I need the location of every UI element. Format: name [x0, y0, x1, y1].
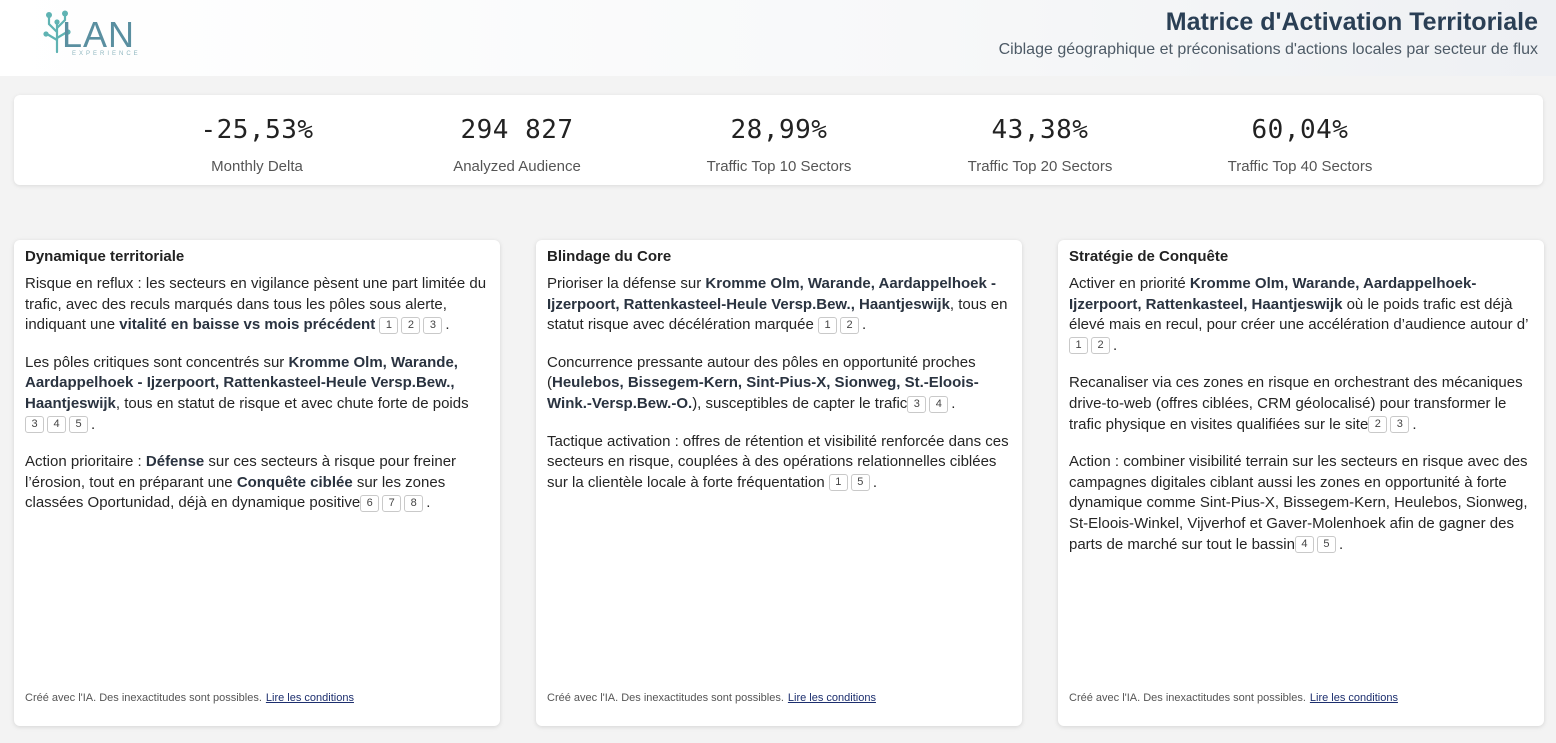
card-title: Blindage du Core: [547, 248, 672, 265]
citation-chip[interactable]: 3: [423, 316, 443, 334]
paragraph-text: Prioriser la défense sur: [547, 275, 706, 292]
paragraph-text: Concurrence pressante autour des pôles e…: [547, 353, 976, 392]
paragraph-text: ), susceptibles de capter le trafic: [692, 394, 908, 412]
citation-chip[interactable]: 4: [1294, 536, 1314, 554]
ai-disclaimer: Créé avec l'IA. Des inexactitudes sont p…: [1069, 692, 1398, 704]
citation-chip[interactable]: 1: [818, 316, 837, 334]
paragraph-text: Les pôles critiques sont concentrés sur: [25, 353, 289, 371]
ai-disclaimer: Créé avec l'IA. Des inexactitudes sont p…: [25, 692, 354, 704]
paragraph-end: .: [91, 415, 96, 433]
kpi-label: Monthly Delta: [211, 158, 303, 175]
highlighted-text: Conquête ciblée: [236, 473, 353, 491]
citation-chip[interactable]: 3: [1390, 416, 1410, 434]
paragraph-end: .: [1412, 415, 1417, 433]
card-blindage-du-core: Blindage du Core Prioriser la défense su…: [536, 240, 1022, 726]
citation-chip[interactable]: 2: [1368, 416, 1388, 434]
card-paragraph: Action : combiner visibilité terrain sur…: [1069, 452, 1533, 555]
card-dynamique-territoriale: Dynamique territoriale Risque en reflux …: [14, 240, 500, 726]
paragraph-end: .: [951, 394, 956, 412]
citation-chip[interactable]: 5: [69, 416, 88, 434]
citation-chip[interactable]: 1: [379, 316, 399, 334]
page-header: LAN EXPERIENCE Matrice d'Activation Terr…: [0, 0, 1556, 76]
paragraph-text: Risque en reflux : les secteurs en vigil…: [25, 275, 487, 334]
ai-disclaimer-text: Créé avec l'IA. Des inexactitudes sont p…: [1069, 692, 1306, 704]
ai-disclaimer: Créé avec l'IA. Des inexactitudes sont p…: [547, 692, 876, 704]
paragraph-text: , tous en statut de risque et avec chute…: [115, 394, 469, 412]
card-paragraph: Action prioritaire : Défense sur ces sec…: [25, 452, 489, 514]
kpi-label: Traffic Top 20 Sectors: [967, 158, 1113, 175]
citation-chip[interactable]: 1: [1069, 337, 1088, 355]
citation-chip[interactable]: 4: [929, 395, 949, 413]
paragraph-end: .: [1113, 336, 1118, 354]
card-strategie-de-conquete: Stratégie de Conquête Activer en priorit…: [1058, 240, 1544, 726]
card-body: Risque en reflux : les secteurs en vigil…: [25, 274, 489, 514]
paragraph-text: Action prioritaire :: [25, 453, 146, 471]
paragraph-end: .: [1338, 535, 1344, 553]
card-body: Prioriser la défense sur Kromme Olm, War…: [547, 274, 1011, 493]
highlighted-text: Heulebos, Bissegem-Kern, Sint-Pius-X, Si…: [547, 374, 979, 412]
paragraph-text: , tous en statut risque avec décélératio…: [547, 295, 1008, 334]
paragraph-text: sur ces secteurs à risque pour freiner l…: [25, 453, 457, 491]
kpi-value: 294 827: [460, 115, 574, 145]
citation-chip[interactable]: 6: [360, 494, 380, 512]
card-paragraph: Recanaliser via ces zones en risque en o…: [1069, 373, 1533, 435]
page-subtitle: Ciblage géographique et préconisations d…: [998, 41, 1538, 58]
logo-text: LAN: [62, 14, 136, 55]
highlighted-text: Kromme Olm, Warande, Aardappelhoek - Ijz…: [25, 353, 458, 412]
card-paragraph: Prioriser la défense sur Kromme Olm, War…: [547, 274, 1011, 336]
citation-chip[interactable]: 2: [401, 316, 421, 334]
paragraph-text: Tactique activation : offres de rétentio…: [547, 432, 1009, 491]
card-paragraph: Activer en priorité Kromme Olm, Warande,…: [1069, 274, 1533, 356]
terms-link[interactable]: Lire les conditions: [787, 692, 876, 704]
card-paragraph: Tactique activation : offres de rétentio…: [547, 432, 1011, 494]
citation-chip[interactable]: 2: [1091, 337, 1110, 355]
card-paragraph: Les pôles critiques sont concentrés sur …: [25, 353, 489, 435]
citation-chip[interactable]: 5: [1316, 536, 1336, 554]
highlighted-text: vitalité en baisse vs mois précédent: [119, 316, 376, 334]
ai-disclaimer-text: Créé avec l'IA. Des inexactitudes sont p…: [25, 692, 262, 704]
terms-link[interactable]: Lire les conditions: [265, 692, 354, 704]
kpi-value: 28,99%: [730, 115, 828, 145]
card-title: Stratégie de Conquête: [1069, 248, 1229, 265]
highlighted-text: Kromme Olm, Warande, Aardappelhoek-Ijzer…: [1069, 275, 1477, 313]
ai-disclaimer-text: Créé avec l'IA. Des inexactitudes sont p…: [547, 692, 784, 704]
card-paragraph: Risque en reflux : les secteurs en vigil…: [25, 274, 489, 336]
citation-chip[interactable]: 1: [828, 474, 848, 492]
kpi-label: Traffic Top 10 Sectors: [706, 158, 852, 175]
page-title: Matrice d'Activation Territoriale: [1165, 8, 1538, 36]
card-paragraph: Concurrence pressante autour des pôles e…: [547, 353, 1011, 415]
paragraph-text: Action : combiner visibilité terrain sur…: [1069, 453, 1528, 553]
kpi-value: 60,04%: [1251, 115, 1349, 145]
citation-chip[interactable]: 3: [25, 416, 44, 434]
paragraph-text: Recanaliser via ces zones en risque en o…: [1069, 374, 1523, 433]
citation-chip[interactable]: 7: [382, 494, 402, 512]
paragraph-end: .: [872, 473, 878, 491]
card-body: Activer en priorité Kromme Olm, Warande,…: [1069, 274, 1533, 555]
paragraph-text: Activer en priorité: [1069, 275, 1190, 292]
citation-chip[interactable]: 2: [840, 316, 859, 334]
citation-chip[interactable]: 3: [907, 395, 927, 413]
kpi-label: Analyzed Audience: [453, 158, 581, 175]
citation-chip[interactable]: 4: [47, 416, 66, 434]
paragraph-text: sur les zones classées Oportunidad, déjà…: [25, 473, 446, 512]
paragraph-text: où le poids trafic est déjà élevé mais e…: [1069, 295, 1529, 334]
citation-chip[interactable]: 5: [850, 474, 870, 492]
kpi-panel: -25,53% Monthly Delta 294 827 Analyzed A…: [14, 95, 1543, 185]
paragraph-end: .: [445, 316, 450, 334]
paragraph-end: .: [426, 494, 431, 512]
highlighted-text: Défense: [145, 453, 205, 471]
kpi-value: -25,53%: [200, 115, 314, 145]
kpi-label: Traffic Top 40 Sectors: [1227, 158, 1373, 175]
terms-link[interactable]: Lire les conditions: [1309, 692, 1398, 704]
citation-chip[interactable]: 8: [404, 494, 424, 512]
logo-subtext: EXPERIENCE: [72, 51, 141, 57]
tree-logo-icon: [43, 10, 71, 54]
card-title: Dynamique territoriale: [25, 248, 185, 265]
kpi-value: 43,38%: [991, 115, 1089, 145]
highlighted-text: Kromme Olm, Warande, Aardappelhoek - Ijz…: [547, 275, 997, 313]
paragraph-end: .: [862, 316, 867, 334]
brand-logo: LAN EXPERIENCE: [42, 10, 152, 57]
